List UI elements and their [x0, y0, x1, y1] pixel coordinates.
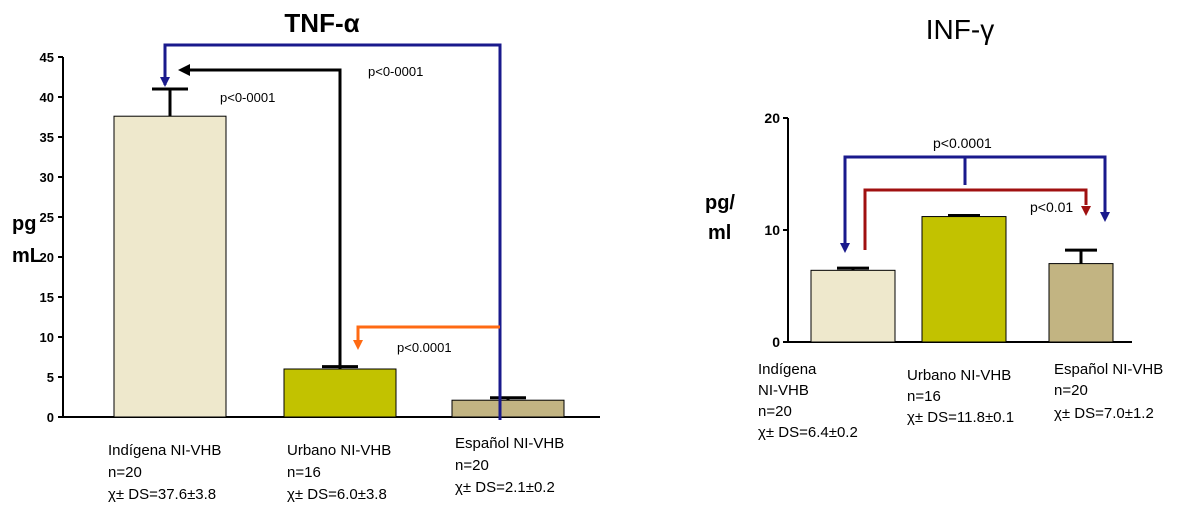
tnf-pvalue-espanol-indigena: p<0-0001 [368, 64, 423, 79]
tnf-bracket-arrow-indigena-black [178, 64, 190, 76]
inf-bar-1 [810, 269, 896, 343]
inf-category-2-line-3: χ± DS=11.8±0.1 [907, 409, 1015, 426]
inf-category-2-line-1: Urbano NI-VHB [907, 367, 1012, 384]
inf-bracket-arrow-espanol-navy [1100, 212, 1110, 222]
tnf-chart-title: TNF-α [284, 8, 360, 38]
inf-y-tick-label: 0 [772, 334, 780, 350]
inf-bracket-arrow-espanol-red [1081, 206, 1091, 216]
tnf-category-1-name: Indígena NI-VHB [108, 442, 222, 459]
inf-category-1-line-4: χ± DS=6.4±0.2 [758, 424, 858, 441]
inf-y-tick-label: 20 [764, 110, 780, 126]
inf-category-3-line-1: Español NI-VHB [1054, 361, 1164, 378]
tnf-bar-1 [113, 115, 227, 418]
tnf-bracket-espanol-indigena [163, 43, 502, 420]
tnf-y-tick-label: 15 [40, 290, 54, 305]
tnf-category-1-n: n=20 [108, 464, 142, 481]
tnf-y-tick-label: 20 [40, 250, 54, 265]
tnf-category-3-name: Español NI-VHB [455, 435, 565, 452]
inf-pvalue-urbano: p<0.0001 [933, 135, 992, 151]
tnf-pvalue-espanol-urbano: p<0.0001 [397, 340, 452, 355]
inf-category-3-line-3: χ± DS=7.0±1.2 [1054, 405, 1154, 422]
inf-bracket-urbano-both [843, 155, 1107, 243]
inf-pvalue-indigena-espanol: p<0.01 [1030, 199, 1073, 215]
tnf-y-tick-label: 25 [40, 210, 54, 225]
inf-category-3-line-2: n=20 [1054, 382, 1088, 399]
tnf-y-tick-label: 45 [40, 50, 54, 65]
tnf-bracket-urbano-indigena [190, 68, 342, 368]
tnf-bar-3 [451, 399, 565, 418]
tnf-y-tick-label: 40 [40, 90, 54, 105]
tnf-ylabel-line-1: pg [12, 213, 37, 235]
tnf-bracket-arrow-urbano-orange [353, 340, 363, 350]
inf-category-1-line-1: Indígena [758, 361, 817, 378]
tnf-bar-2 [283, 368, 397, 418]
tnf-y-tick-label: 5 [47, 370, 54, 385]
inf-y-tick-label: 10 [764, 222, 780, 238]
tnf-pvalue-urbano-indigena: p<0-0001 [220, 90, 275, 105]
tnf-y-tick-label: 30 [40, 170, 54, 185]
inf-ylabel-line-2: ml [708, 222, 732, 244]
inf-bracket-indigena-espanol [863, 188, 1088, 250]
tnf-y-tick-label: 10 [40, 330, 54, 345]
inf-bracket-arrow-indigena [840, 243, 850, 253]
inf-chart-title: INF-γ [925, 14, 995, 45]
tnf-category-3-n: n=20 [455, 457, 489, 474]
tnf-category-1-stat: χ± DS=37.6±3.8 [108, 486, 217, 503]
tnf-bracket-espanol-urbano [356, 325, 500, 340]
inf-bar-3 [1048, 263, 1114, 343]
tnf-bracket-arrow-indigena-navy [160, 77, 170, 87]
tnf-y-tick-label: 35 [40, 130, 54, 145]
inf-bar-2 [921, 216, 1007, 343]
tnf-category-2-stat: χ± DS=6.0±3.8 [287, 486, 387, 503]
tnf-y-tick-label: 0 [47, 410, 54, 425]
inf-ylabel-line-1: pg/ [705, 192, 735, 214]
inf-category-1-line-3: n=20 [758, 403, 792, 420]
tnf-category-2-n: n=16 [287, 464, 321, 481]
inf-category-1-line-2: NI-VHB [758, 382, 809, 399]
inf-category-2-line-2: n=16 [907, 388, 941, 405]
tnf-category-2-name: Urbano NI-VHB [287, 442, 392, 459]
tnf-category-3-stat: χ± DS=2.1±0.2 [455, 479, 555, 496]
tnf-ylabel-line-2: mL [12, 245, 42, 267]
